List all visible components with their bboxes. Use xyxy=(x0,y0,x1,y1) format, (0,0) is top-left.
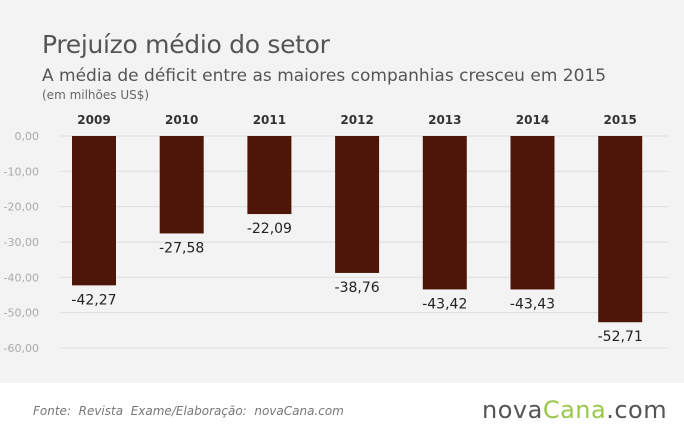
category-label: 2015 xyxy=(603,113,636,127)
y-tick-label: -20,00 xyxy=(4,201,39,214)
bar-chart: 0,00 -10,00 -20,00 -30,00 -40,00 -50,00 -60,00… xyxy=(4,113,668,355)
chart-title: Prejuízo médio do setor xyxy=(42,30,330,59)
bar xyxy=(422,136,467,290)
y-tick-label: -30,00 xyxy=(4,236,39,249)
y-tick-label: -50,00 xyxy=(4,307,39,320)
bar xyxy=(159,136,204,234)
category-label: 2011 xyxy=(253,113,286,127)
bar xyxy=(72,136,116,286)
category-label: 2013 xyxy=(428,113,461,127)
brand-part-3: .com xyxy=(606,396,668,424)
y-tick-label: -60,00 xyxy=(4,342,39,355)
data-label: -43,42 xyxy=(422,296,467,312)
footer-bar xyxy=(0,383,684,441)
brand-part-2: Cana xyxy=(542,396,607,424)
category-label: 2012 xyxy=(340,113,373,127)
bar xyxy=(598,136,643,323)
category-label: 2010 xyxy=(165,113,198,127)
data-label: -52,71 xyxy=(598,329,643,345)
bar xyxy=(510,136,555,290)
bar xyxy=(335,136,380,273)
data-label: -38,76 xyxy=(335,280,380,296)
bar xyxy=(247,136,292,215)
novacana-logo: novaCana.com xyxy=(482,396,667,424)
y-tick-label: -40,00 xyxy=(4,271,39,284)
data-label: -42,27 xyxy=(71,292,116,308)
units-label: (em milhões US$) xyxy=(42,88,150,102)
chart-subtitle: A média de déficit entre as maiores comp… xyxy=(42,66,607,86)
source-note: Fonte: Revista Exame/Elaboração: novaCan… xyxy=(33,404,344,418)
y-tick-label: 0,00 xyxy=(15,130,40,143)
data-label: -43,43 xyxy=(510,296,555,312)
y-tick-label: -10,00 xyxy=(4,165,39,178)
brand-part-1: nova xyxy=(482,396,543,424)
data-label: -27,58 xyxy=(159,240,204,256)
data-label: -22,09 xyxy=(247,221,292,237)
category-label: 2014 xyxy=(516,113,549,127)
category-label: 2009 xyxy=(77,113,110,127)
